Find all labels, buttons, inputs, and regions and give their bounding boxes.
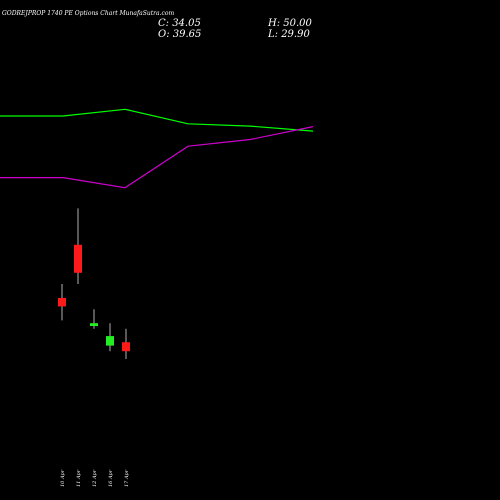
candle-body-up <box>90 323 98 326</box>
x-tick-label: 11 Apr <box>76 469 82 487</box>
close-value: C: 34.05 <box>158 18 201 29</box>
candle-body-down <box>122 342 130 352</box>
x-tick-label: 12 Apr <box>92 469 98 487</box>
magenta-indicator-line <box>0 126 314 189</box>
candle-body-down <box>74 244 82 273</box>
open-value: O: 39.65 <box>158 29 202 40</box>
x-tick-label: 16 Apr <box>108 469 114 487</box>
candle-body-up <box>106 336 114 346</box>
high-value: H: 50.00 <box>268 18 312 29</box>
green-indicator-line <box>0 108 314 132</box>
x-tick-label: 10 Apr <box>60 469 66 487</box>
x-tick-label: 17 Apr <box>124 469 130 487</box>
chart-title: GODREJPROP 1740 PE Options Chart MunafaS… <box>2 10 175 17</box>
candle-body-down <box>58 298 66 307</box>
low-value: L: 29.90 <box>268 29 310 40</box>
